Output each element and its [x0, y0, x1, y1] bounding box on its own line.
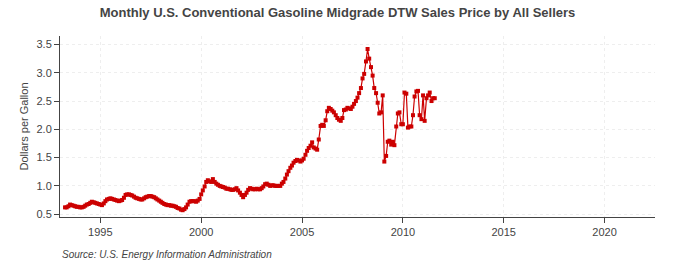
svg-text:Dollars per Gallon: Dollars per Gallon: [18, 82, 30, 170]
svg-text:1.5: 1.5: [37, 151, 52, 163]
svg-text:1.0: 1.0: [37, 180, 52, 192]
svg-text:0.5: 0.5: [37, 208, 52, 220]
svg-text:Monthly U.S. Conventional Gaso: Monthly U.S. Conventional Gasoline Midgr…: [100, 5, 576, 20]
svg-text:2005: 2005: [290, 226, 314, 238]
svg-text:3.0: 3.0: [37, 67, 52, 79]
svg-text:2.5: 2.5: [37, 95, 52, 107]
svg-text:2.0: 2.0: [37, 123, 52, 135]
svg-text:3.5: 3.5: [37, 38, 52, 50]
svg-text:2020: 2020: [592, 226, 616, 238]
svg-text:Source: U.S. Energy Informatio: Source: U.S. Energy Information Administ…: [62, 249, 272, 260]
svg-text:2010: 2010: [391, 226, 415, 238]
svg-text:2015: 2015: [491, 226, 515, 238]
svg-text:2000: 2000: [189, 226, 213, 238]
svg-text:1995: 1995: [88, 226, 112, 238]
